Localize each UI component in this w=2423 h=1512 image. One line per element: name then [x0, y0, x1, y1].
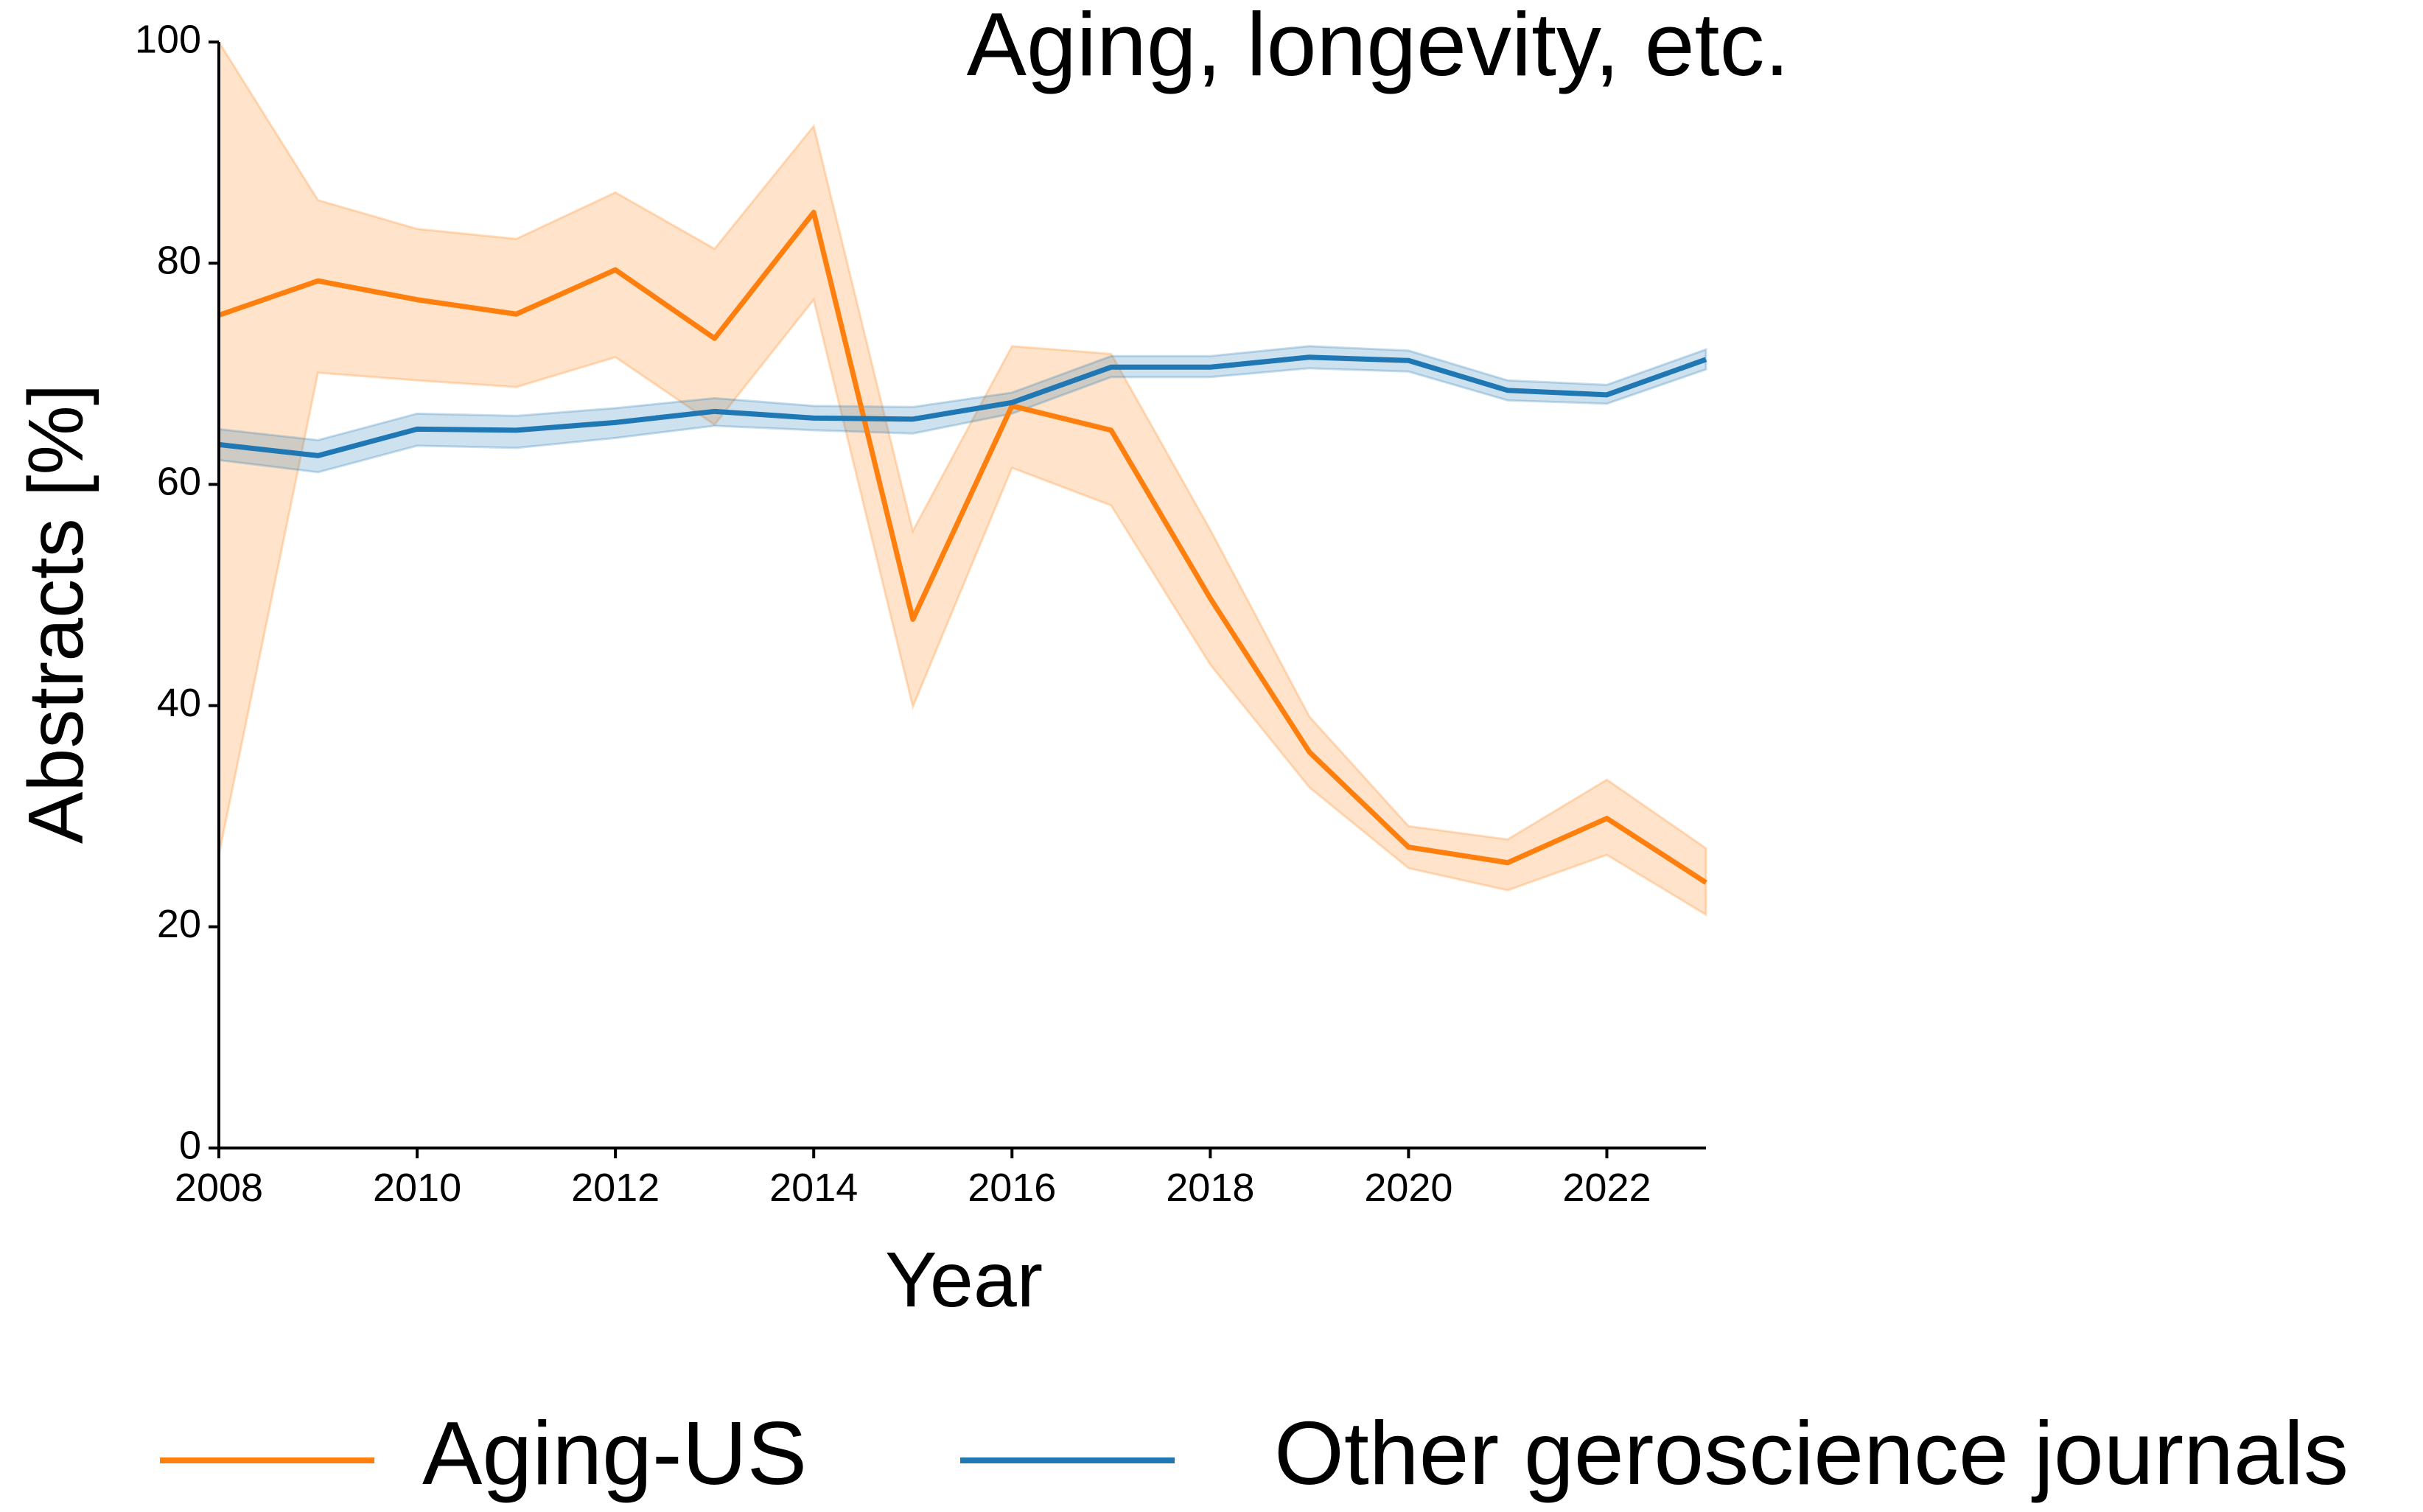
legend-label: Other geroscience journals — [1274, 1403, 2349, 1503]
y-tick-label: 60 — [157, 460, 201, 504]
x-tick-label: 2014 — [769, 1166, 858, 1210]
legend-label: Aging-US — [422, 1403, 807, 1503]
x-tick-label: 2016 — [968, 1166, 1056, 1210]
x-tick-label: 2018 — [1166, 1166, 1254, 1210]
line — [218, 354, 1707, 458]
y-tick-label: 40 — [157, 681, 201, 725]
x-tick-label: 2020 — [1364, 1166, 1452, 1210]
x-axis-label: Year — [885, 1236, 1043, 1323]
chart-title: Aging, longevity, etc. — [967, 0, 1790, 94]
y-tick-label: 100 — [135, 17, 201, 61]
x-tick-label: 2010 — [373, 1166, 461, 1210]
y-tick-label: 0 — [179, 1123, 201, 1167]
x-tick-label: 2022 — [1562, 1166, 1651, 1210]
y-tick-label: 20 — [157, 902, 201, 946]
line — [217, 209, 1707, 885]
x-tick-label: 2012 — [571, 1166, 660, 1210]
y-tick-label: 80 — [157, 238, 201, 282]
confidence-band — [217, 38, 1707, 917]
x-tick-label: 2008 — [175, 1166, 263, 1210]
y-axis-label: Abstracts [%] — [13, 384, 99, 844]
